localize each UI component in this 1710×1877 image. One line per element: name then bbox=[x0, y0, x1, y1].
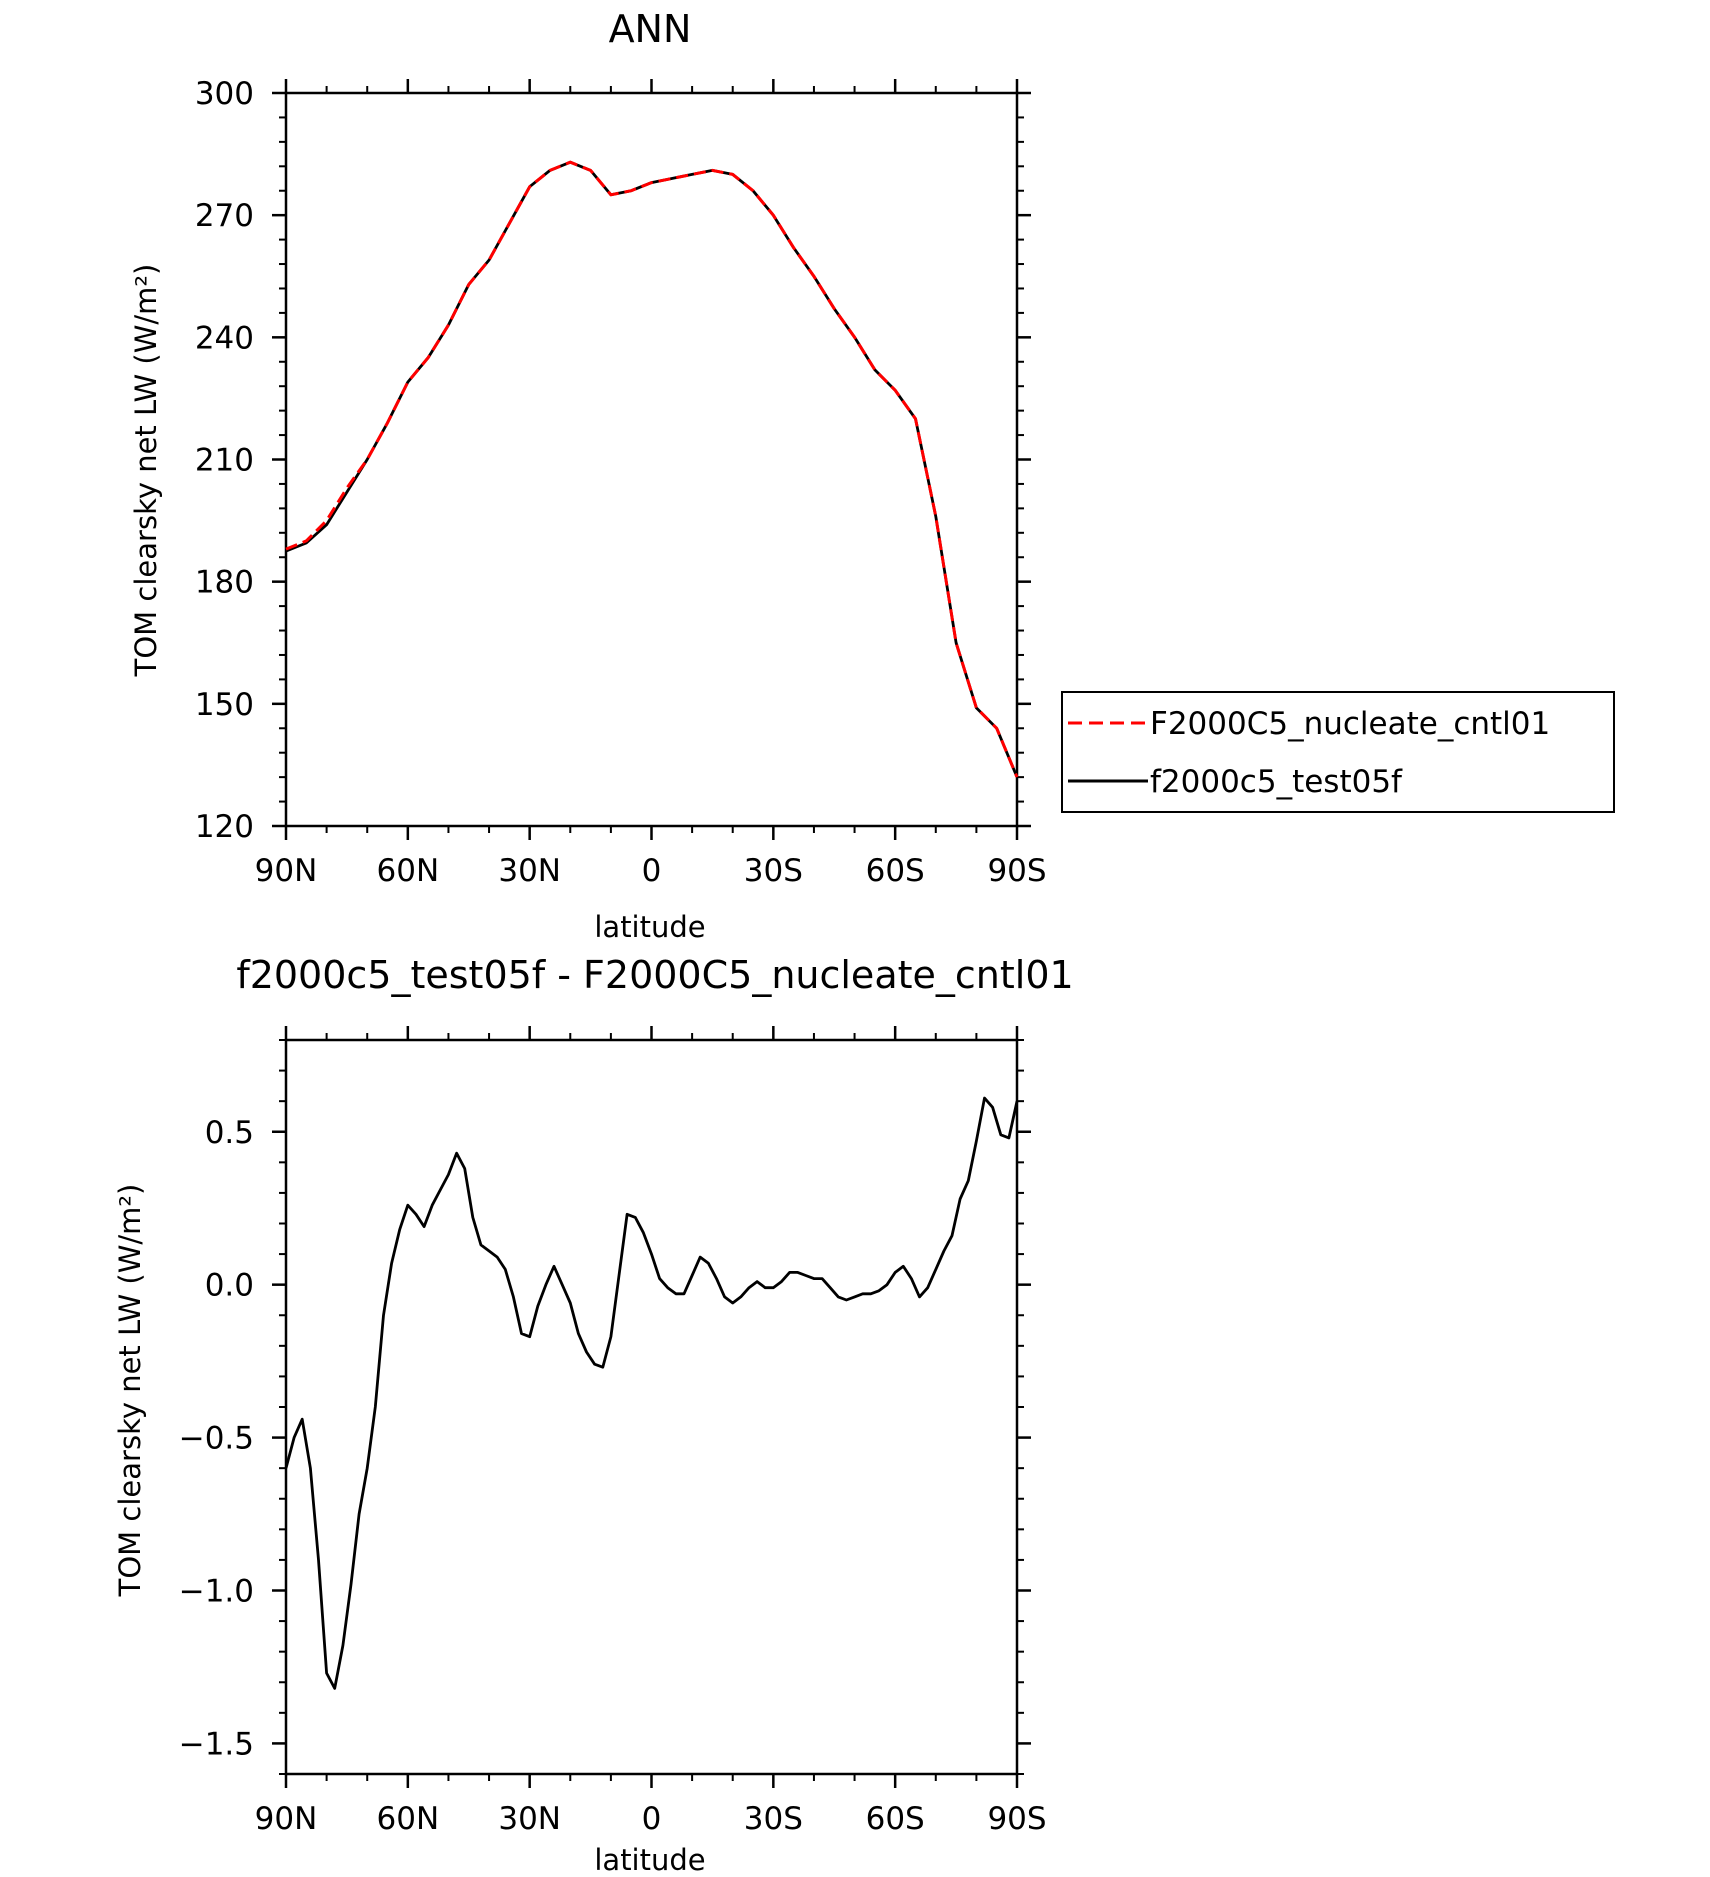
x-tick-label: 90N bbox=[255, 1801, 318, 1837]
x-tick-label: 30S bbox=[744, 853, 803, 889]
y-tick-label: 0.0 bbox=[205, 1268, 254, 1304]
y-tick-label: 270 bbox=[195, 198, 254, 234]
y-tick-label: 240 bbox=[195, 320, 254, 356]
y-axis-label: TOM clearsky net LW (W/m²) bbox=[113, 1184, 147, 1598]
x-axis-label: latitude bbox=[594, 910, 705, 944]
chart-title: f2000c5_test05f - F2000C5_nucleate_cntl0… bbox=[236, 953, 1073, 997]
panel-climatology: ANN 90N 60N 30N 0 30S 60S 90S 120 150 180 210 240 2… bbox=[129, 7, 1615, 944]
y-tick-label: 300 bbox=[195, 76, 254, 112]
plot-frame bbox=[284, 91, 1019, 828]
x-axis-label: latitude bbox=[594, 1843, 705, 1877]
y-tick-label: 120 bbox=[195, 809, 254, 845]
y-tick-label: 0.5 bbox=[205, 1115, 254, 1151]
x-tick-label: 90N bbox=[255, 853, 318, 889]
legend-label-cntl01: F2000C5_nucleate_cntl01 bbox=[1150, 706, 1550, 742]
y-tick-labels: −1.5 −1.0 −0.5 0.0 0.5 bbox=[179, 1115, 254, 1763]
y-tick-label: −1.0 bbox=[179, 1574, 254, 1610]
y-tick-label: 210 bbox=[195, 443, 254, 479]
plot-area bbox=[284, 91, 1019, 828]
y-tick-label: −0.5 bbox=[179, 1421, 254, 1457]
plot-area bbox=[284, 1038, 1019, 1776]
y-axis-label: TOM clearsky net LW (W/m²) bbox=[129, 264, 163, 678]
y-tick-label: 180 bbox=[195, 565, 254, 601]
x-tick-label: 60S bbox=[866, 1801, 925, 1837]
x-tick-label: 60S bbox=[866, 853, 925, 889]
series-lines bbox=[284, 1096, 1019, 1690]
x-tick-label: 30N bbox=[498, 853, 561, 889]
axis-ticks bbox=[272, 79, 1031, 840]
x-tick-label: 90S bbox=[987, 853, 1046, 889]
chart-title: ANN bbox=[609, 7, 692, 51]
x-tick-label: 60N bbox=[377, 1801, 440, 1837]
series-line-F2000C5_nucleate_cntl01 bbox=[285, 160, 1019, 778]
x-tick-label: 60N bbox=[377, 853, 440, 889]
x-tick-label: 90S bbox=[987, 1801, 1046, 1837]
x-tick-label: 30N bbox=[498, 1801, 561, 1837]
x-tick-label: 0 bbox=[642, 1801, 662, 1837]
legend-box bbox=[1061, 691, 1615, 813]
y-tick-label: −1.5 bbox=[179, 1726, 254, 1762]
legend-label-test05f: f2000c5_test05f bbox=[1150, 764, 1403, 800]
x-tick-label: 30S bbox=[744, 1801, 803, 1837]
series-line-difference bbox=[284, 1096, 1019, 1690]
y-tick-labels: 120 150 180 210 240 270 300 bbox=[195, 76, 254, 845]
x-tick-labels: 90N 60N 30N 0 30S 60S 90S bbox=[255, 1801, 1047, 1837]
x-tick-label: 0 bbox=[642, 853, 662, 889]
y-tick-label: 150 bbox=[195, 687, 254, 723]
legend: F2000C5_nucleate_cntl01 f2000c5_test05f bbox=[1061, 691, 1615, 813]
x-tick-labels: 90N 60N 30N 0 30S 60S 90S bbox=[255, 853, 1047, 889]
panel-difference: f2000c5_test05f - F2000C5_nucleate_cntl0… bbox=[113, 953, 1074, 1877]
series-line-f2000c5_test05f bbox=[285, 160, 1019, 778]
plot-frame bbox=[284, 1038, 1019, 1776]
axis-ticks bbox=[272, 1026, 1031, 1788]
series-lines bbox=[285, 160, 1019, 778]
